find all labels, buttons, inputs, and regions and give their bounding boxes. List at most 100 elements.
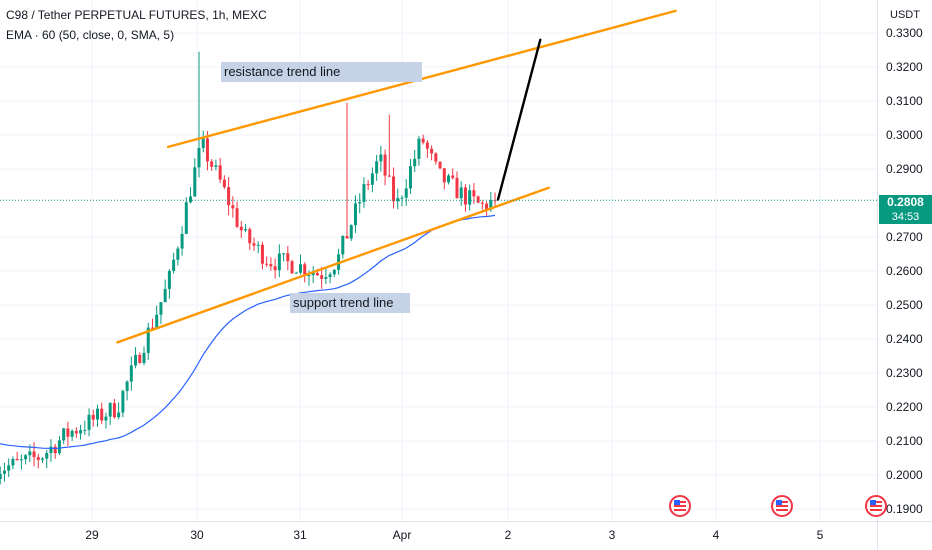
candle-body xyxy=(100,408,104,421)
candle-body xyxy=(413,158,417,167)
time-tick-label[interactable]: 30 xyxy=(190,528,204,542)
candle-body xyxy=(79,430,83,434)
candle-body xyxy=(438,161,442,169)
candle-body xyxy=(485,203,489,210)
time-tick-label[interactable]: 29 xyxy=(85,528,99,542)
candle-body xyxy=(239,226,243,231)
candle-body xyxy=(421,138,425,143)
candle-body xyxy=(218,165,222,180)
time-tick-label[interactable]: 4 xyxy=(713,528,720,542)
candle-body xyxy=(425,142,429,149)
candle-body xyxy=(134,354,138,366)
candle-body xyxy=(294,272,298,274)
candle-body xyxy=(256,244,260,246)
price-axis-panel[interactable] xyxy=(877,0,932,550)
candle-body xyxy=(214,165,218,167)
time-tick-label[interactable]: 3 xyxy=(609,528,616,542)
candle-body xyxy=(353,203,357,226)
candle-body xyxy=(277,253,281,271)
candle-body xyxy=(167,270,171,289)
candle-body xyxy=(290,261,294,274)
candle-body xyxy=(15,458,19,461)
candle-body xyxy=(2,470,6,474)
event-flag-canton xyxy=(674,500,680,505)
candle-body xyxy=(315,273,319,276)
price-tick-label: 0.2300 xyxy=(886,366,923,380)
event-flag-stripe xyxy=(870,505,882,507)
candle-body xyxy=(180,233,184,249)
candle-body xyxy=(129,365,133,382)
projection-line[interactable] xyxy=(496,38,542,201)
candle-body xyxy=(451,175,455,178)
candle-body xyxy=(24,455,28,460)
candle-body xyxy=(184,202,188,234)
candle-body xyxy=(269,264,273,267)
candle-body xyxy=(205,138,209,162)
event-flag-stripe xyxy=(870,509,882,511)
support-annotation[interactable]: support trend line xyxy=(290,293,410,313)
price-tick-label: 0.3000 xyxy=(886,128,923,142)
candle-body xyxy=(163,288,167,303)
bar-countdown: 34:53 xyxy=(879,210,932,224)
candle-body xyxy=(260,244,264,264)
ema-line[interactable] xyxy=(0,214,496,450)
price-tick-label: 0.2900 xyxy=(886,162,923,176)
time-tick-label[interactable]: 5 xyxy=(817,528,824,542)
candle-body xyxy=(396,198,400,202)
candle-body xyxy=(286,253,290,262)
indicator-legend[interactable]: EMA · 60 (50, close, 0, SMA, 5) xyxy=(6,28,175,42)
resistance-annotation[interactable]: resistance trend line xyxy=(221,62,422,82)
price-tick-label: 0.1900 xyxy=(886,502,923,516)
candle-body xyxy=(358,202,362,204)
candle-body xyxy=(362,184,366,203)
candle-body xyxy=(32,451,36,458)
candle-body xyxy=(463,187,467,205)
candle-body xyxy=(11,458,15,466)
candle-body xyxy=(341,235,345,255)
price-tick-label: 0.2500 xyxy=(886,298,923,312)
candle-body xyxy=(45,452,49,459)
candle-body xyxy=(138,354,142,363)
candle-body xyxy=(303,264,307,276)
candle-body xyxy=(383,154,387,176)
price-tick-label: 0.2600 xyxy=(886,264,923,278)
candle-body xyxy=(366,184,370,186)
candle-body xyxy=(66,428,70,437)
candle-body xyxy=(36,457,40,460)
candle-body xyxy=(201,138,205,149)
candle-body xyxy=(117,412,121,418)
candle-body xyxy=(476,196,480,203)
event-flag-stripe xyxy=(674,505,686,507)
candle-body xyxy=(155,314,159,328)
support-trend-line[interactable] xyxy=(116,186,550,344)
price-tick-label: 0.2700 xyxy=(886,230,923,244)
candle-body xyxy=(222,179,226,188)
candle-body xyxy=(87,414,91,430)
price-unit-label[interactable]: USDT xyxy=(890,9,920,21)
candle-body xyxy=(417,138,421,159)
candle-body xyxy=(447,175,451,183)
time-tick-label[interactable]: Apr xyxy=(393,528,412,542)
candle-body xyxy=(282,253,286,255)
time-tick-label[interactable]: 2 xyxy=(505,528,512,542)
candle-body xyxy=(345,235,349,239)
candle-body xyxy=(468,190,472,205)
event-flag-canton xyxy=(870,500,876,505)
candle-body xyxy=(235,208,239,227)
candle-body xyxy=(62,428,66,441)
time-tick-label[interactable]: 31 xyxy=(293,528,307,542)
candle-body xyxy=(408,166,412,189)
symbol-legend: C98 / Tether PERPETUAL FUTURES, 1h, MEXC xyxy=(6,8,267,22)
candle-body xyxy=(189,196,193,203)
candle-body xyxy=(83,429,87,431)
candle-body xyxy=(480,202,484,204)
candle-body xyxy=(150,327,154,329)
candle-body xyxy=(375,161,379,174)
candle-body xyxy=(379,154,383,162)
candle-body xyxy=(265,263,269,265)
candle-body xyxy=(244,229,248,231)
price-tick-label: 0.2000 xyxy=(886,468,923,482)
candle-body xyxy=(7,465,11,471)
candle-body xyxy=(142,352,146,363)
